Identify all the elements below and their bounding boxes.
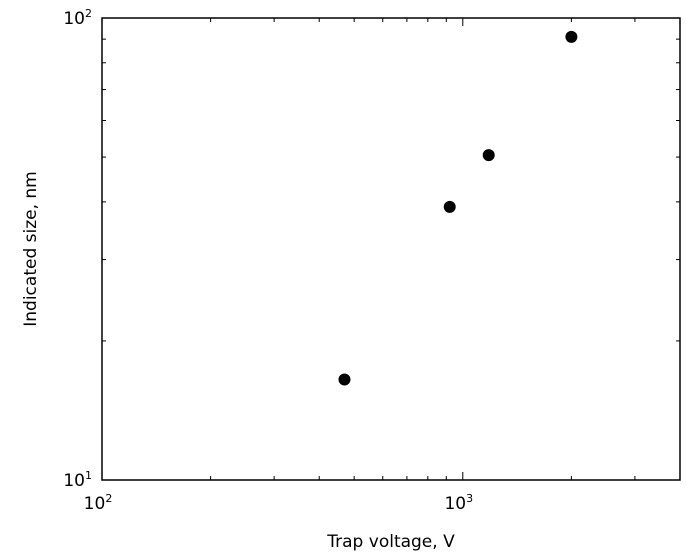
- x-tick-label: 102: [84, 492, 113, 514]
- y-tick-label: 101: [63, 469, 92, 491]
- y-tick-label: 102: [63, 7, 92, 29]
- x-tick-label: 103: [444, 492, 473, 514]
- data-points: [338, 30, 578, 386]
- x-axis-label: Trap voltage, V: [326, 532, 455, 552]
- plot-area: [101, 17, 681, 481]
- data-point: [482, 149, 495, 162]
- data-point: [443, 200, 456, 213]
- y-axis-label: Indicated size, nm: [21, 171, 41, 327]
- data-point: [338, 373, 351, 386]
- axis-ticks: [101, 17, 681, 481]
- data-point: [565, 30, 578, 43]
